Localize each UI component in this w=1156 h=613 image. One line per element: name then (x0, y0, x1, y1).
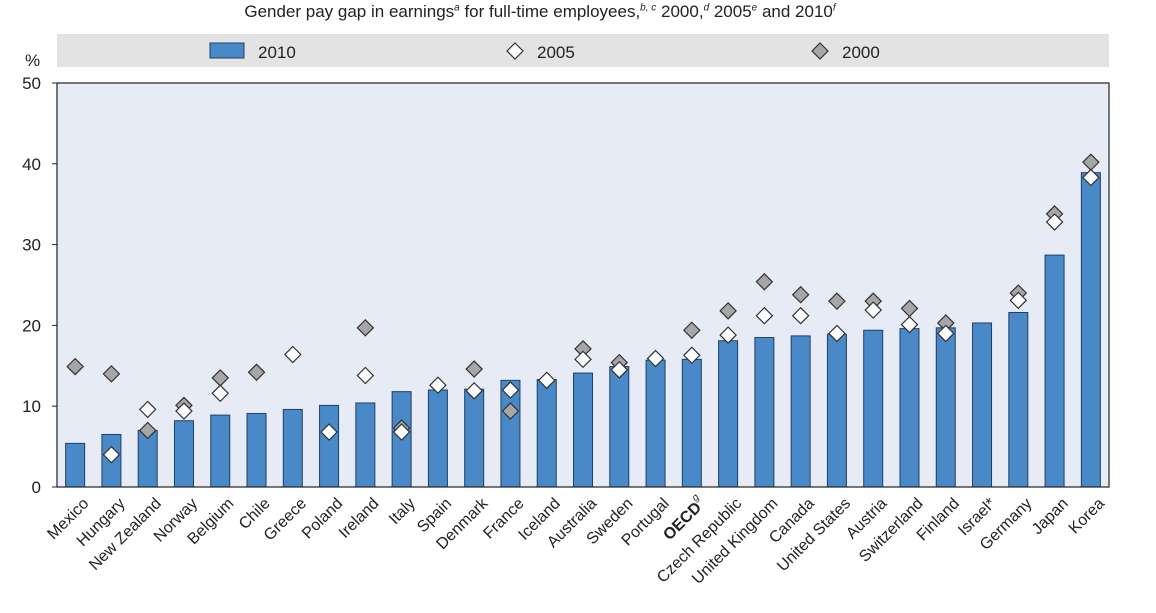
marker-2000-new-zealand (138, 421, 157, 440)
x-label-korea: Korea (1066, 495, 1108, 537)
bar-belgium (210, 414, 231, 488)
marker-2000-denmark (465, 360, 484, 378)
legend-swatch-2005 (506, 42, 524, 60)
marker-2005-canada (791, 306, 810, 325)
marker-2005-italy (392, 423, 411, 441)
marker-2005-france (501, 381, 520, 399)
marker-2005-denmark (465, 381, 484, 400)
marker-2005-poland (320, 423, 338, 441)
legend-label-2005: 2005 (537, 43, 575, 62)
legend-label-2000: 2000 (842, 43, 880, 62)
bar-japan (1044, 254, 1065, 488)
marker-2000-france (501, 402, 520, 420)
marker-2000-united-kingdom (755, 272, 774, 291)
y-tick-label: 40 (22, 155, 41, 174)
marker-2005-iceland (537, 371, 556, 390)
bar-greece (282, 408, 303, 488)
bar-ireland (355, 402, 376, 488)
bar-canada (790, 335, 811, 488)
marker-2005-finland (936, 324, 955, 343)
bar-finland (935, 327, 956, 488)
marker-2005-ireland (356, 366, 375, 385)
marker-2000-united-states (828, 292, 846, 311)
marker-2005-japan (1045, 213, 1064, 231)
marker-2000-ireland (356, 318, 375, 337)
marker-2000-canada (791, 285, 810, 304)
legend-swatch-2000 (811, 42, 829, 60)
bar-oecd (681, 358, 702, 488)
plot-frame (56, 82, 1110, 488)
bar-korea (1080, 172, 1101, 488)
marker-2000-hungary (102, 365, 121, 383)
bar-iceland (536, 379, 557, 488)
bar-norway (173, 420, 194, 488)
legend: 2010 2005 2000 (209, 42, 880, 62)
marker-2005-oecd (682, 346, 701, 365)
bar-portugal (645, 359, 666, 488)
bar-mexico (65, 442, 86, 488)
x-label-poland: Poland (299, 495, 346, 542)
y-tick-label: 0 (32, 478, 41, 497)
marker-2005-spain (429, 376, 447, 395)
marker-2000-mexico (66, 357, 84, 376)
bar-denmark (464, 388, 485, 488)
y-tick-label: 30 (22, 236, 41, 255)
marker-2005-switzerland (900, 315, 919, 334)
bar-czech-republic (718, 340, 739, 488)
marker-2000-chile (247, 363, 266, 382)
x-label-ireland: Ireland (336, 495, 383, 542)
marker-2005-australia (574, 350, 592, 369)
bar-austria (863, 329, 884, 488)
marker-2005-korea (1082, 168, 1100, 187)
x-label-japan: Japan (1029, 495, 1072, 538)
markers (66, 153, 1100, 464)
marker-2005-new-zealand (138, 400, 157, 419)
marker-2005-austria (864, 301, 883, 319)
marker-2005-united-kingdom (755, 306, 774, 325)
legend-label-2010: 2010 (258, 43, 296, 62)
bar-spain (427, 389, 448, 488)
y-tick-label: 20 (22, 316, 41, 335)
marker-2005-germany (1009, 291, 1028, 310)
marker-2005-norway (175, 402, 193, 420)
bar-united-kingdom (754, 337, 775, 488)
marker-2005-portugal (646, 349, 665, 368)
bar-switzerland (899, 328, 920, 488)
marker-2005-hungary (102, 445, 121, 464)
bar-chile (246, 412, 267, 488)
y-tick-label: 50 (22, 74, 41, 93)
bar-sweden (609, 366, 630, 488)
marker-2005-belgium (211, 384, 230, 403)
bar-united-states (826, 333, 847, 488)
marker-2005-greece (283, 345, 302, 364)
bar-israel (972, 322, 993, 488)
marker-2005-czech-republic (719, 326, 737, 344)
y-axis: 0 10 20 30 40 50 (22, 74, 57, 497)
chart-title: Gender pay gap in earningsa for full-tim… (244, 2, 836, 21)
bar-germany (1008, 311, 1029, 488)
y-tick-label: 10 (22, 397, 41, 416)
legend-swatch-2010 (209, 42, 245, 59)
marker-2005-united-states (828, 324, 846, 343)
marker-2005-sweden (610, 360, 629, 379)
marker-2000-oecd (682, 321, 701, 340)
bar-poland (319, 404, 340, 488)
bar-australia (573, 372, 593, 488)
marker-2000-czech-republic (719, 302, 737, 320)
y-axis-unit: % (25, 51, 40, 70)
